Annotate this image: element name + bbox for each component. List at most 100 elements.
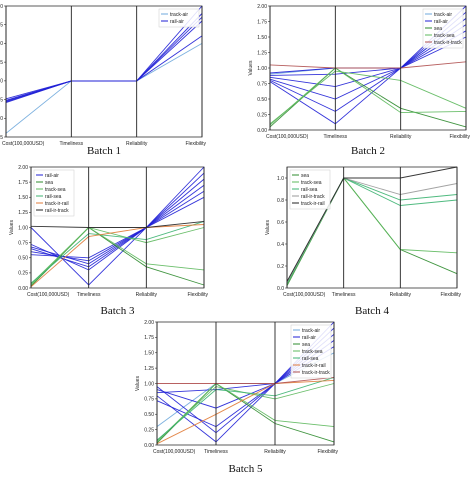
- series-line-track-ir-track: [157, 376, 335, 384]
- parallel-axis-label: Timeliness: [204, 449, 228, 455]
- legend-box: [158, 8, 200, 28]
- series-line-track-ir-rail: [156, 379, 335, 445]
- y-tick-label: 1.75: [144, 335, 154, 341]
- y-tick-label: 1.00: [144, 381, 154, 387]
- legend-entry: sea: [434, 26, 442, 32]
- legend-entry: track-sea: [301, 180, 322, 186]
- batch-1-panel: 0.250.500.751.001.251.501.752.00ValuesCo…: [0, 4, 206, 157]
- legend-entry: rail-ir-track: [45, 208, 69, 214]
- series-line-track-sea: [30, 227, 205, 285]
- series-line-rail-air: [5, 16, 203, 101]
- parallel-axis-label: Flexibility: [185, 141, 206, 147]
- y-axis-label: Values: [9, 220, 15, 235]
- legend-entry: track-sea: [45, 187, 66, 193]
- series-line-track-sea: [156, 382, 335, 443]
- y-tick-label: 0.2: [277, 264, 284, 270]
- y-tick-label: 0.4: [277, 242, 284, 248]
- y-tick-label: 1.25: [0, 60, 3, 66]
- y-tick-label: 0.25: [257, 112, 267, 118]
- legend-entry: track-ir-rail: [45, 201, 69, 207]
- panel-title: Batch 2: [351, 145, 385, 157]
- series-line-track-sea: [269, 67, 467, 126]
- series-line-rail-ir-track: [30, 220, 205, 228]
- legend-box: [33, 169, 75, 217]
- legend-entry: rail-sea: [302, 356, 319, 362]
- parallel-axis-label: Cost(100,000USD): [283, 292, 326, 298]
- parallel-axis-label: Flexibility: [317, 449, 338, 455]
- panel-title: Batch 5: [229, 463, 263, 475]
- series-line-rail-sea: [30, 220, 205, 284]
- legend-entry: rail-air: [45, 173, 59, 179]
- y-axis-label: Values: [135, 376, 141, 391]
- parallel-axis-label: Reliability: [136, 292, 158, 298]
- parallel-axis-label: Timeliness: [77, 292, 101, 298]
- parallel-axis-label: Flexibility: [449, 134, 470, 140]
- legend-entry: track-air: [302, 328, 320, 334]
- y-tick-label: 0.75: [0, 97, 3, 103]
- y-tick-label: 0.75: [18, 240, 28, 246]
- series-line-track-air: [5, 43, 203, 134]
- y-tick-label: 1.50: [144, 351, 154, 357]
- batch-3-panel: 0.00 0.25 0.50 0.75 1.00 1.25 1.50 1.75 2.00 Valu…: [9, 165, 208, 317]
- legend-entry: track-sea: [302, 349, 323, 355]
- y-tick-label: 0.25: [144, 427, 154, 433]
- batch-5-panel: 0.00 0.25 0.50 0.75 1.00 1.25 1.50 1.75 2.00 Valu…: [135, 320, 338, 475]
- parallel-axis-label: Reliability: [390, 292, 412, 298]
- legend-entry: track-ir-track: [302, 370, 330, 376]
- y-tick-label: 1.25: [257, 50, 267, 56]
- panel-title: Batch 4: [355, 305, 389, 317]
- y-tick-label: 2.00: [0, 4, 3, 10]
- legend-entry: track-sea: [434, 33, 455, 39]
- parallel-axis-label: Cost(100,000USD): [266, 134, 309, 140]
- batch-2-panel: 0.00 0.25 0.50 0.75 1.00 1.25 1.50 1.75 2.00 Valu…: [248, 4, 470, 157]
- y-tick-label: 0.6: [277, 220, 284, 226]
- legend-entry: rail-air: [170, 19, 184, 25]
- legend-entry: rail-sea: [301, 187, 318, 193]
- y-tick-label: 0.50: [144, 412, 154, 418]
- series-line-track-ir-rail: [30, 224, 205, 288]
- y-tick-label: 1.50: [18, 195, 28, 201]
- y-tick-label: 1.75: [18, 180, 28, 186]
- y-tick-label: 1.75: [0, 23, 3, 29]
- y-tick-label: 1.00: [257, 66, 267, 72]
- y-tick-label: 2.00: [18, 165, 28, 171]
- y-tick-label: 1.25: [144, 366, 154, 372]
- legend-entry: sea: [302, 342, 310, 348]
- parallel-axis-label: Flexibility: [440, 292, 461, 298]
- y-axis-label: Values: [248, 60, 254, 75]
- y-tick-label: 2.00: [144, 320, 154, 326]
- y-tick-label: 1.50: [0, 41, 3, 47]
- parallel-axis-label: Reliability: [390, 134, 412, 140]
- series-line-rail-sea: [156, 376, 335, 441]
- parallel-axis-label: Cost(100,000USD): [2, 141, 45, 147]
- y-tick-label: 1.00: [0, 79, 3, 85]
- parallel-axis-label: Reliability: [264, 449, 286, 455]
- legend-entry: rail-sea: [45, 194, 62, 200]
- legend-entry: sea: [45, 180, 53, 186]
- parallel-axis-label: Reliability: [126, 141, 148, 147]
- series-line-rail-air: [5, 5, 203, 104]
- y-tick-label: 0.25: [18, 271, 28, 277]
- parallel-axis-label: Timeliness: [323, 134, 347, 140]
- y-tick-label: 1.50: [257, 35, 267, 41]
- y-tick-label: 0.25: [0, 135, 3, 141]
- y-tick-label: 0.00: [18, 286, 28, 292]
- y-tick-label: 0.75: [257, 81, 267, 87]
- batch-4-panel: 0.0 0.2 0.4 0.6 0.8 1.0 Values Cost(100,000USD)…: [265, 166, 461, 317]
- legend-entry: track-air: [170, 12, 188, 18]
- legend-entry: rail-air: [434, 19, 448, 25]
- legend-entry: track-ir-rail: [302, 363, 326, 369]
- series-line-rail-air: [269, 30, 467, 125]
- y-tick-label: 0.50: [0, 116, 3, 122]
- y-tick-label: 2.00: [257, 4, 267, 10]
- y-tick-label: 0.00: [257, 128, 267, 134]
- series-line-track-sea: [269, 70, 467, 125]
- legend-entry: track-ir-track: [434, 40, 462, 46]
- y-tick-label: 0.75: [144, 397, 154, 403]
- parallel-axis-label: Cost(100,000USD): [153, 449, 196, 455]
- parallel-axis-label: Flexibility: [187, 292, 208, 298]
- y-tick-label: 0.0: [277, 286, 284, 292]
- y-tick-label: 1.00: [18, 225, 28, 231]
- panel-title: Batch 3: [101, 305, 135, 317]
